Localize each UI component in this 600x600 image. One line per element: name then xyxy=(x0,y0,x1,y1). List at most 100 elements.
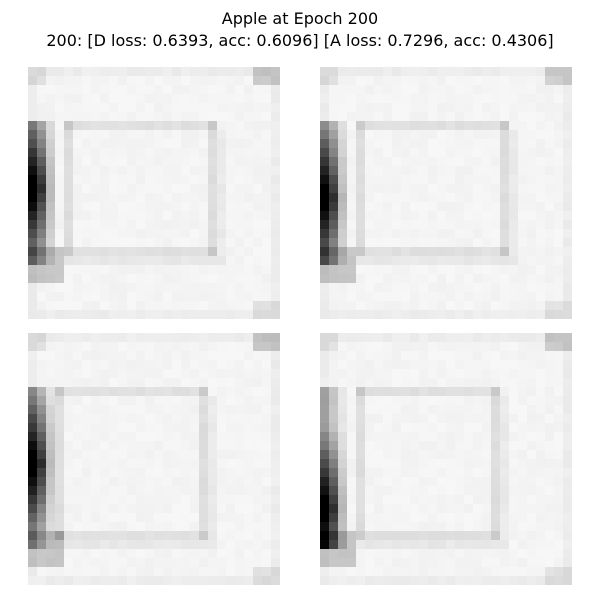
generated-sample-4-pixel xyxy=(401,378,410,387)
generated-sample-1-pixel xyxy=(136,202,145,211)
generated-sample-3-pixel xyxy=(226,342,235,351)
generated-sample-1-pixel xyxy=(136,130,145,139)
generated-sample-1-pixel xyxy=(73,220,82,229)
generated-sample-2-pixel xyxy=(374,292,383,301)
generated-sample-1-pixel xyxy=(100,274,109,283)
generated-sample-4-pixel xyxy=(518,351,527,360)
generated-sample-1-pixel xyxy=(145,247,154,256)
generated-sample-1-pixel xyxy=(127,139,136,148)
generated-sample-4-pixel xyxy=(347,333,356,342)
generated-sample-3-pixel xyxy=(127,432,136,441)
generated-sample-2-pixel xyxy=(536,157,545,166)
generated-sample-2-pixel xyxy=(545,67,554,76)
generated-sample-2-pixel xyxy=(500,274,509,283)
generated-sample-2-pixel xyxy=(500,247,509,256)
generated-sample-3-pixel xyxy=(136,369,145,378)
generated-sample-1-pixel xyxy=(46,220,55,229)
generated-sample-1-pixel xyxy=(91,193,100,202)
generated-sample-1-pixel xyxy=(64,67,73,76)
generated-sample-2-pixel xyxy=(392,283,401,292)
generated-sample-2-pixel xyxy=(536,283,545,292)
generated-sample-2-pixel xyxy=(455,211,464,220)
generated-sample-4-pixel xyxy=(554,513,563,522)
generated-sample-4-pixel xyxy=(554,351,563,360)
generated-sample-1-pixel xyxy=(253,67,262,76)
generated-sample-4-pixel xyxy=(383,396,392,405)
generated-sample-4-pixel xyxy=(464,531,473,540)
generated-sample-3-pixel xyxy=(28,558,37,567)
generated-sample-1-pixel xyxy=(199,139,208,148)
generated-sample-4-pixel xyxy=(482,342,491,351)
generated-sample-2-pixel xyxy=(320,103,329,112)
generated-sample-3-pixel xyxy=(262,468,271,477)
generated-sample-4-pixel xyxy=(464,414,473,423)
generated-sample-1-pixel xyxy=(118,220,127,229)
generated-sample-1-pixel xyxy=(100,256,109,265)
generated-sample-3-pixel xyxy=(109,342,118,351)
generated-sample-3-pixel xyxy=(163,531,172,540)
generated-sample-1-pixel xyxy=(226,94,235,103)
generated-sample-2 xyxy=(320,67,572,319)
generated-sample-4-pixel xyxy=(491,576,500,585)
generated-sample-2-pixel xyxy=(347,94,356,103)
generated-sample-2-pixel xyxy=(509,85,518,94)
generated-sample-3-pixel xyxy=(37,540,46,549)
generated-sample-2-pixel xyxy=(320,139,329,148)
generated-sample-2-pixel xyxy=(500,229,509,238)
generated-sample-4-pixel xyxy=(491,504,500,513)
generated-sample-3-pixel xyxy=(271,423,280,432)
generated-sample-1-pixel xyxy=(217,229,226,238)
generated-sample-2-pixel xyxy=(356,130,365,139)
generated-sample-2-pixel xyxy=(347,76,356,85)
generated-sample-4-pixel xyxy=(500,351,509,360)
generated-sample-1-pixel xyxy=(244,94,253,103)
generated-sample-3-pixel xyxy=(181,567,190,576)
generated-sample-4-pixel xyxy=(563,522,572,531)
generated-sample-3-pixel xyxy=(82,567,91,576)
generated-sample-3-pixel xyxy=(154,540,163,549)
generated-sample-3-pixel xyxy=(127,351,136,360)
generated-sample-1-pixel xyxy=(73,166,82,175)
generated-sample-1-pixel xyxy=(118,148,127,157)
generated-sample-1-pixel xyxy=(73,94,82,103)
generated-sample-3-pixel xyxy=(199,468,208,477)
generated-sample-4-pixel xyxy=(446,549,455,558)
generated-sample-2-pixel xyxy=(392,184,401,193)
generated-sample-2-pixel xyxy=(464,166,473,175)
generated-sample-1-pixel xyxy=(73,184,82,193)
generated-sample-4-pixel xyxy=(491,567,500,576)
generated-sample-3-pixel xyxy=(73,531,82,540)
generated-sample-1-pixel xyxy=(73,139,82,148)
generated-sample-3-pixel xyxy=(199,513,208,522)
generated-sample-1-pixel xyxy=(226,184,235,193)
generated-sample-3-pixel xyxy=(172,414,181,423)
generated-sample-3-pixel xyxy=(244,531,253,540)
generated-sample-2-pixel xyxy=(365,121,374,130)
generated-sample-2-pixel xyxy=(365,112,374,121)
generated-sample-3-pixel xyxy=(271,522,280,531)
generated-sample-1-pixel xyxy=(28,94,37,103)
generated-sample-2-pixel xyxy=(383,157,392,166)
generated-sample-4-pixel xyxy=(509,423,518,432)
generated-sample-3-pixel xyxy=(37,504,46,513)
generated-sample-1-pixel xyxy=(91,310,100,319)
generated-sample-4-pixel xyxy=(356,468,365,477)
generated-sample-3-pixel xyxy=(118,423,127,432)
generated-sample-2-pixel xyxy=(482,157,491,166)
generated-sample-4-pixel xyxy=(536,522,545,531)
generated-sample-3-pixel xyxy=(109,531,118,540)
generated-sample-1-pixel xyxy=(181,283,190,292)
generated-sample-3-pixel xyxy=(253,486,262,495)
generated-sample-2-pixel xyxy=(419,175,428,184)
generated-sample-3-pixel xyxy=(181,513,190,522)
generated-sample-2-pixel xyxy=(482,175,491,184)
generated-sample-3-pixel xyxy=(235,576,244,585)
generated-sample-2-pixel xyxy=(500,148,509,157)
generated-sample-2-pixel xyxy=(482,94,491,103)
generated-sample-2-pixel xyxy=(347,193,356,202)
generated-sample-4-pixel xyxy=(338,513,347,522)
generated-sample-3-pixel xyxy=(46,396,55,405)
generated-sample-4-pixel xyxy=(545,333,554,342)
generated-sample-3-pixel xyxy=(172,567,181,576)
generated-sample-2-pixel xyxy=(509,256,518,265)
